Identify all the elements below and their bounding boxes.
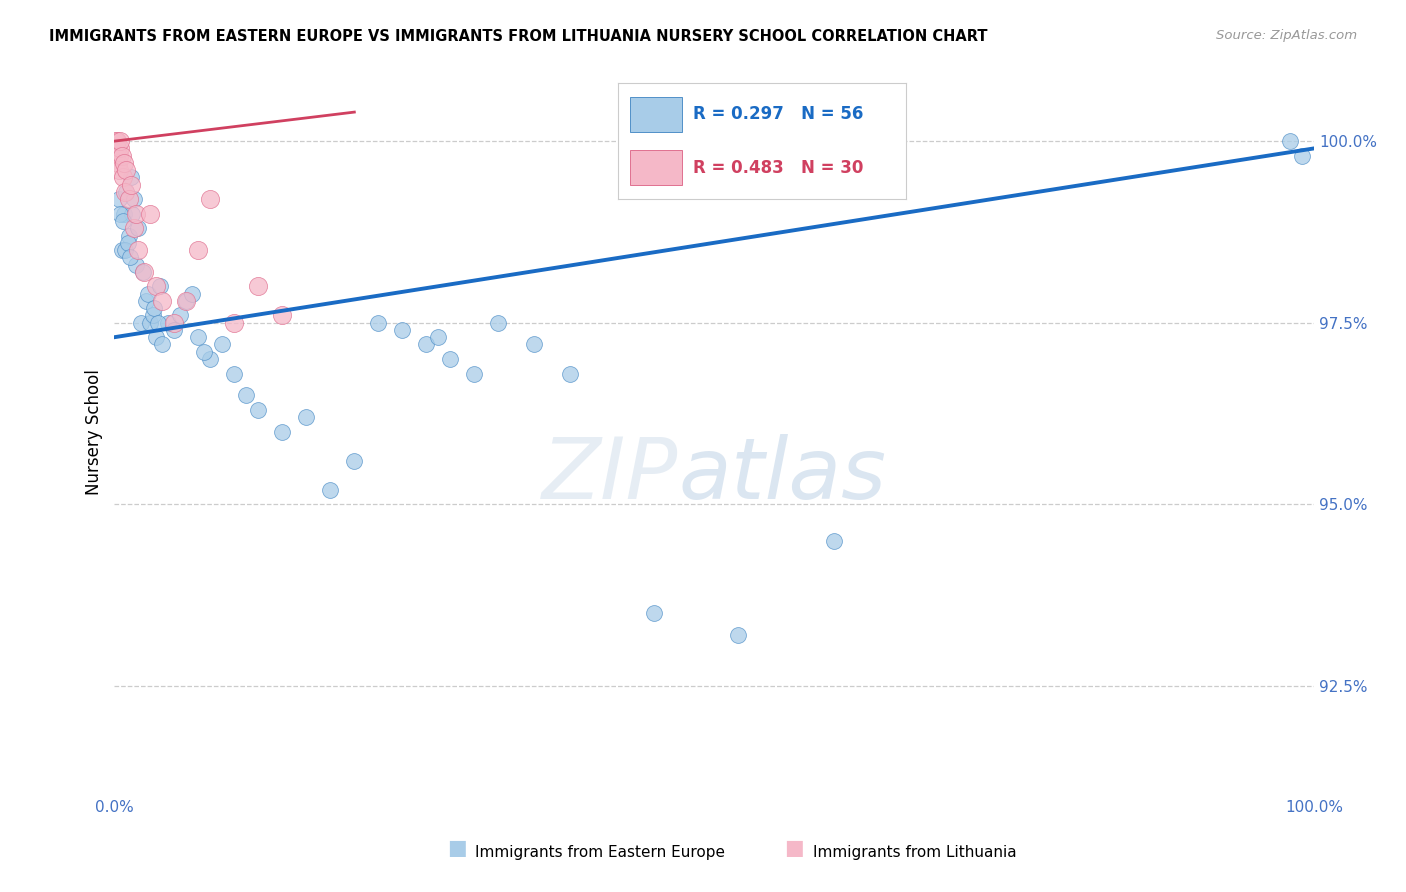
Point (127, 243, 149, 257)
Point (114, 185, 136, 199)
Point (132, 265, 155, 279)
Point (142, 309, 165, 323)
Point (117, 235, 139, 250)
Point (145, 330, 167, 344)
Point (463, 367, 485, 381)
Point (343, 453, 366, 467)
Point (247, 279, 270, 293)
Point (224, 316, 246, 330)
Point (367, 316, 389, 330)
Point (107, 134, 129, 148)
Point (110, 134, 132, 148)
Point (122, 192, 145, 206)
Point (108, 192, 131, 206)
Point (139, 316, 162, 330)
Point (319, 483, 342, 497)
Point (125, 258, 148, 272)
Point (1291, 149, 1313, 163)
Point (136, 286, 159, 301)
Text: Immigrants from Lithuania: Immigrants from Lithuania (813, 845, 1017, 860)
Point (823, 533, 845, 548)
Point (118, 228, 141, 243)
Point (200, 351, 222, 366)
Point (145, 279, 167, 293)
Point (523, 337, 546, 351)
Point (224, 367, 246, 381)
Point (157, 316, 180, 330)
Point (149, 279, 172, 293)
Point (120, 178, 142, 192)
Point (111, 170, 134, 185)
Point (295, 410, 318, 425)
Text: ZIP: ZIP (541, 434, 678, 516)
Point (176, 293, 198, 308)
Point (110, 207, 132, 221)
Point (439, 351, 461, 366)
Point (176, 293, 198, 308)
Y-axis label: Nursery School: Nursery School (86, 368, 103, 494)
Point (271, 309, 294, 323)
Point (122, 221, 145, 235)
Point (271, 425, 294, 439)
Point (107, 156, 129, 170)
Point (427, 330, 450, 344)
Point (727, 628, 749, 642)
Point (235, 388, 257, 402)
Point (391, 323, 413, 337)
Point (115, 185, 138, 199)
Point (120, 170, 142, 185)
Point (125, 207, 148, 221)
Point (108, 141, 131, 155)
Point (181, 286, 204, 301)
Point (146, 316, 169, 330)
Point (187, 330, 209, 344)
Point (121, 207, 143, 221)
Point (111, 214, 134, 228)
Point (163, 323, 186, 337)
Point (112, 156, 135, 170)
Point (152, 337, 174, 351)
Text: ■: ■ (447, 838, 467, 858)
Text: ■: ■ (785, 838, 804, 858)
Point (104, 149, 127, 163)
Point (163, 316, 186, 330)
Point (115, 163, 138, 178)
Point (187, 243, 209, 257)
Point (127, 221, 149, 235)
Point (1279, 134, 1302, 148)
Text: Source: ZipAtlas.com: Source: ZipAtlas.com (1216, 29, 1357, 42)
Point (105, 134, 128, 148)
Point (143, 301, 166, 315)
Text: IMMIGRANTS FROM EASTERN EUROPE VS IMMIGRANTS FROM LITHUANIA NURSERY SCHOOL CORRE: IMMIGRANTS FROM EASTERN EUROPE VS IMMIGR… (49, 29, 987, 44)
Point (152, 293, 174, 308)
Point (211, 337, 233, 351)
Point (110, 243, 132, 257)
Point (112, 207, 135, 221)
Point (139, 207, 162, 221)
Text: atlas: atlas (678, 434, 886, 516)
Point (110, 149, 132, 163)
Point (415, 337, 437, 351)
Point (105, 141, 128, 155)
Point (118, 192, 141, 206)
Point (200, 192, 222, 206)
Point (135, 293, 157, 308)
Point (118, 250, 141, 264)
Point (193, 344, 215, 359)
Point (129, 316, 152, 330)
Point (107, 149, 129, 163)
Point (169, 309, 191, 323)
Point (560, 367, 582, 381)
Text: Immigrants from Eastern Europe: Immigrants from Eastern Europe (475, 845, 725, 860)
Point (247, 402, 270, 417)
Point (134, 265, 156, 279)
Point (108, 163, 131, 178)
Point (486, 316, 509, 330)
Point (643, 606, 665, 620)
Point (114, 243, 136, 257)
